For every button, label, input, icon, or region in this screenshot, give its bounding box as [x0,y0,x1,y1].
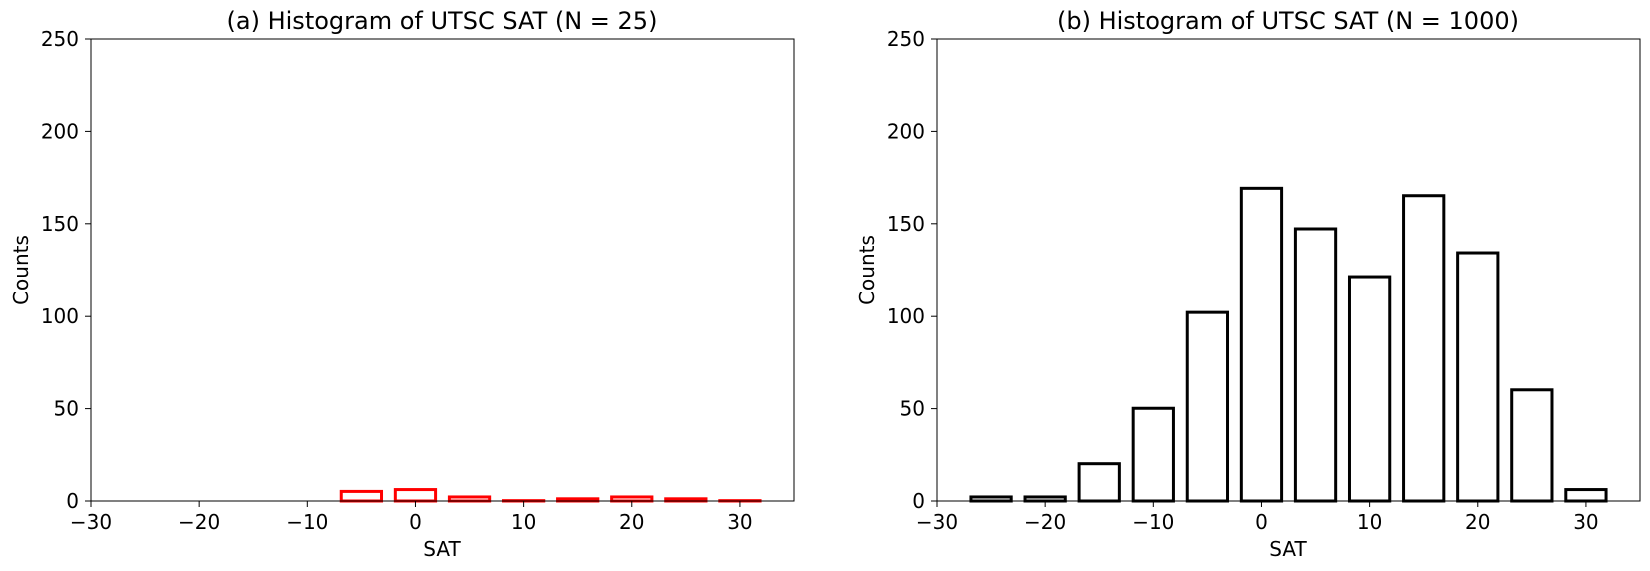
y-tick-label: 150 [887,212,925,236]
plot-frame [90,38,795,502]
histogram-bar [339,489,384,503]
y-tick-label: 50 [54,397,79,421]
x-tick-label: 30 [727,510,752,534]
x-tick-label: 30 [1573,510,1598,534]
histogram-bar [1023,495,1067,503]
y-tick-label: 200 [887,119,925,143]
y-tick-label: 250 [41,27,79,51]
histogram-panel-a: (a) Histogram of UTSC SAT (N = 25) SAT C… [9,7,795,561]
x-tick-label: 10 [511,510,536,534]
plot-frame [936,38,1641,502]
histogram-bar [1185,310,1230,503]
y-tick-label: 200 [41,119,79,143]
histogram-bar [610,495,654,503]
x-tick-label: −20 [1024,510,1066,534]
x-tick-label: −10 [1132,510,1174,534]
y-tick-label: 100 [887,304,925,328]
x-tick-label: −30 [70,510,112,534]
ticks: −30 −20 −10 0 10 20 30 0 50 100 150 200 250 [887,27,1599,534]
y-tick-label: 50 [900,397,925,421]
histogram-bar [969,495,1013,503]
histogram-bar [1402,194,1446,503]
ticks: −30 −20 −10 0 10 20 30 0 50 100 150 200 250 [41,27,753,534]
y-tick-label: 0 [66,489,79,513]
histogram-panel-b: (b) Histogram of UTSC SAT (N = 1000) SAT… [855,7,1641,561]
x-tick-label: 20 [1465,510,1490,534]
chart-title: (b) Histogram of UTSC SAT (N = 1000) [1057,7,1519,35]
y-axis-label: Counts [855,235,879,305]
histogram-bar [1293,227,1338,503]
y-axis-label: Counts [9,235,33,305]
x-axis-label: SAT [423,537,461,561]
x-tick-label: −20 [178,510,220,534]
histogram-bar [447,495,492,503]
x-tick-label: 0 [1255,510,1268,534]
y-tick-label: 250 [887,27,925,51]
histogram-bar [1564,488,1608,503]
histogram-bar [1510,388,1554,503]
x-axis-label: SAT [1269,537,1307,561]
histogram-bar [1239,186,1284,503]
histogram-bar [1077,462,1121,503]
chart-title: (a) Histogram of UTSC SAT (N = 25) [227,7,658,35]
x-tick-label: −30 [916,510,958,534]
x-tick-label: 20 [619,510,644,534]
y-tick-label: 150 [41,212,79,236]
x-tick-label: 0 [409,510,422,534]
histogram-bar [1347,275,1392,503]
histogram-bar [393,488,438,503]
histogram-bar [1131,406,1175,503]
bars [339,488,762,503]
x-tick-label: 10 [1357,510,1382,534]
bars [969,186,1608,503]
y-tick-label: 0 [912,489,925,513]
y-tick-label: 100 [41,304,79,328]
x-tick-label: −10 [286,510,328,534]
histogram-bar [1456,251,1500,503]
